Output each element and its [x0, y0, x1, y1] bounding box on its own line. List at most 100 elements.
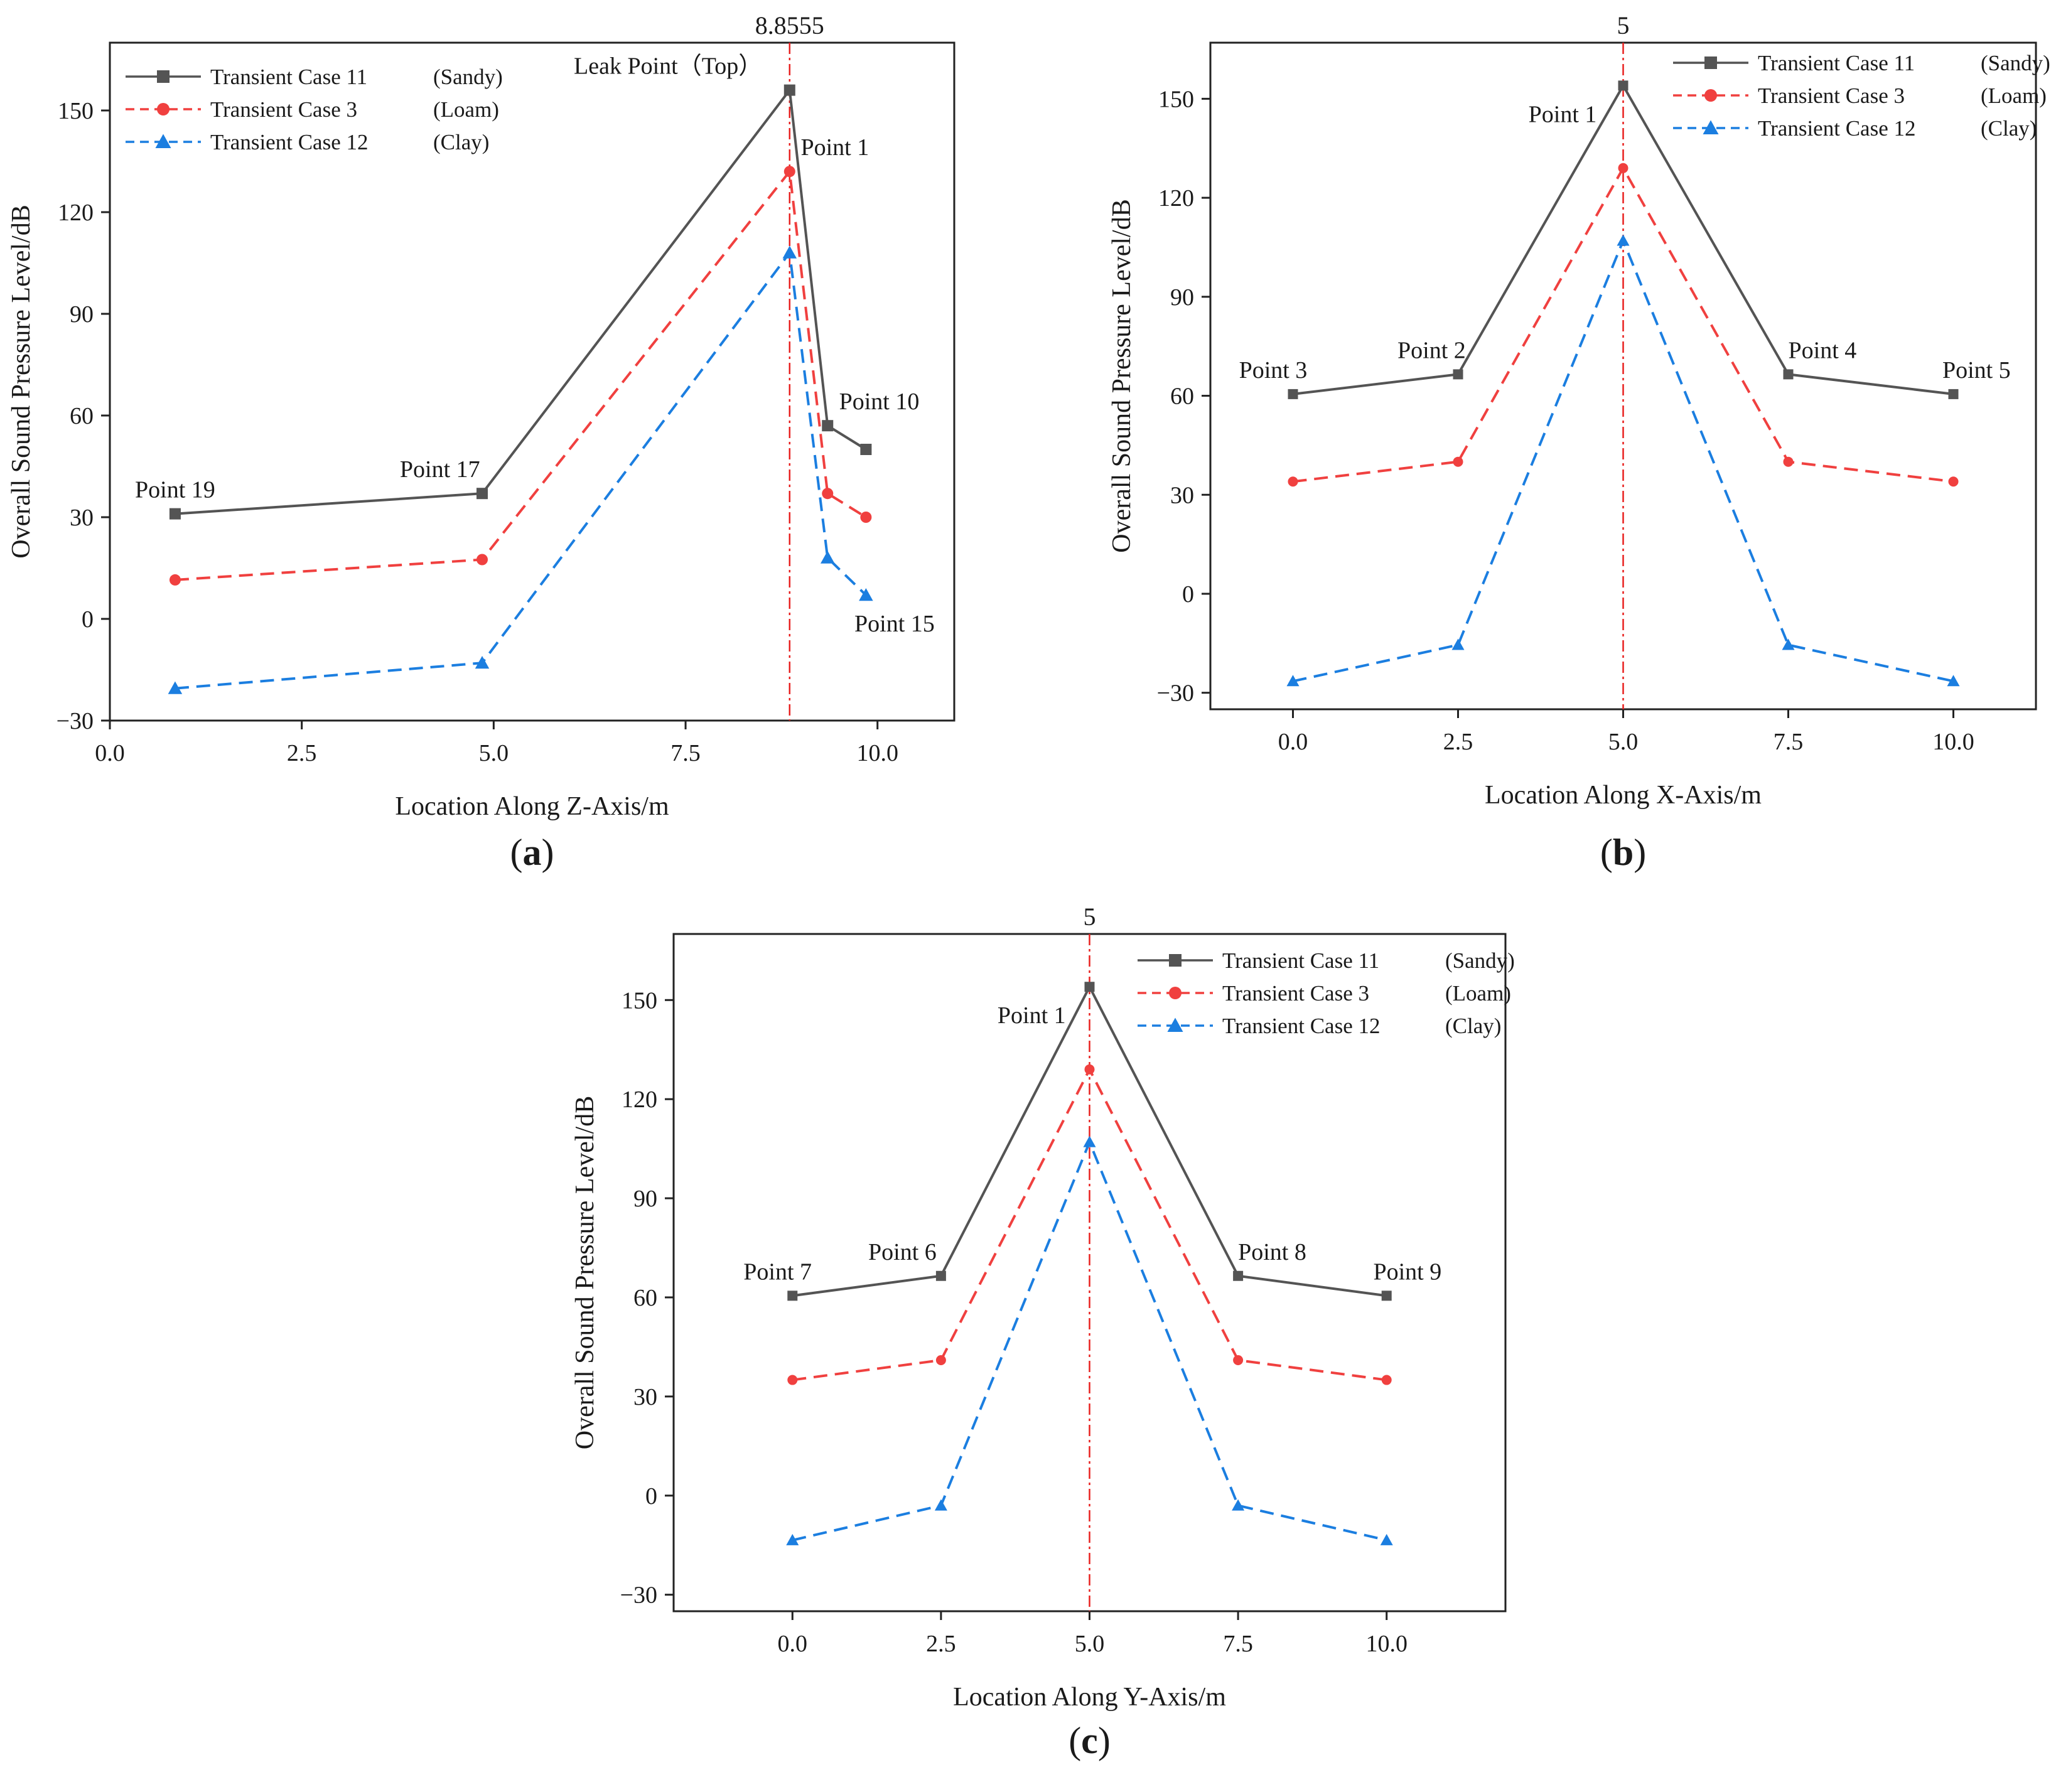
x-tick-label: 2.5 — [287, 740, 317, 766]
panel-label-close: ) — [1098, 1720, 1111, 1761]
series-line — [175, 170, 867, 581]
legend-marker — [155, 134, 171, 148]
data-point — [1232, 1499, 1245, 1511]
data-point — [1783, 369, 1794, 380]
point-annotation: Point 1 — [800, 134, 869, 161]
point-annotation: Point 17 — [400, 456, 480, 483]
y-tick-label: 0 — [1182, 581, 1194, 608]
y-tick-label: 30 — [1170, 482, 1194, 508]
legend-marker — [1169, 987, 1182, 999]
y-tick-label: 150 — [1158, 86, 1194, 112]
point-annotation: Point 2 — [1397, 337, 1466, 363]
y-tick-label: 150 — [58, 98, 94, 124]
reference-line-label: 5 — [1617, 11, 1630, 40]
legend-soil: (Clay) — [433, 130, 489, 154]
legend-label: Transient Case 12 — [210, 130, 368, 154]
y-tick-label: 30 — [633, 1384, 657, 1410]
data-point — [1233, 1270, 1244, 1281]
x-tick-label: 5.0 — [1075, 1631, 1105, 1657]
legend-marker — [1169, 954, 1182, 967]
y-tick-label: 150 — [622, 987, 657, 1014]
x-tick-label: 10.0 — [856, 740, 898, 766]
data-point — [860, 444, 872, 455]
legend-label: Transient Case 3 — [1758, 83, 1905, 108]
panel-label: (c) — [1069, 1720, 1111, 1761]
panel-label-letter: a — [523, 832, 542, 873]
chart-panel-c: 0.0 2.5 5.0 7.5 10.0 −30 0 30 60 90 120 150 Location… — [571, 903, 1515, 1761]
legend-marker — [1703, 120, 1719, 134]
point-annotation: Point 7 — [743, 1258, 812, 1285]
legend-soil: (Clay) — [1445, 1014, 1501, 1038]
data-point — [1084, 1064, 1095, 1075]
series-circle — [169, 166, 872, 586]
panel-label: (b) — [1600, 832, 1646, 873]
panel-label-letter: b — [1613, 832, 1634, 873]
data-point — [782, 245, 797, 259]
x-axis-title: Location Along Z-Axis/m — [395, 792, 669, 821]
chart-panel-b: 0.0 2.5 5.0 7.5 10.0 −30 0 30 60 90 120 150 Location… — [1107, 11, 2050, 873]
x-axis-title: Location Along X-Axis/m — [1485, 781, 1762, 810]
y-axis-title: Overall Sound Pressure Level/dB — [571, 1096, 600, 1449]
data-point — [787, 1290, 798, 1301]
data-point — [1618, 163, 1628, 173]
legend-marker — [1704, 56, 1717, 69]
data-point — [1288, 476, 1298, 487]
legend-soil: (Clay) — [1981, 116, 2037, 141]
data-point — [1783, 456, 1794, 467]
y-tick-label: 90 — [70, 301, 94, 328]
x-axis-title: Location Along Y-Axis/m — [953, 1683, 1226, 1712]
point-annotation: Point 9 — [1373, 1258, 1441, 1285]
point-annotation: Point 5 — [1942, 357, 2011, 384]
point-annotation: Point 8 — [1238, 1239, 1306, 1265]
legend-label: Transient Case 11 — [210, 65, 367, 89]
data-point — [1782, 638, 1795, 650]
data-point — [1453, 456, 1463, 467]
chart-panel-a: 0.0 2.5 5.0 7.5 10.0 −30 0 30 60 90 120 150 Location… — [7, 11, 956, 873]
plot-frame — [1209, 41, 2037, 711]
reference-line-label: 5 — [1084, 903, 1096, 931]
panel-label-close: ) — [542, 832, 554, 873]
y-tick-label: 120 — [1158, 185, 1194, 212]
y-tick-label: 90 — [1170, 284, 1194, 311]
x-tick-label: 0.0 — [95, 740, 125, 766]
series-circle — [787, 1064, 1392, 1385]
y-tick-label: 30 — [70, 505, 94, 531]
point-annotation: Point 6 — [868, 1239, 937, 1265]
panel-label-open: ( — [1069, 1720, 1081, 1761]
y-tick-label: 60 — [70, 403, 94, 429]
data-point — [168, 681, 183, 694]
data-point — [859, 587, 873, 601]
x-tick-label: 2.5 — [1443, 729, 1473, 755]
data-point — [822, 488, 834, 500]
legend: Transient Case 11 (Sandy) Transient Case 3… — [126, 65, 503, 154]
x-tick-label: 10.0 — [1365, 1631, 1408, 1657]
data-point — [475, 655, 490, 669]
x-tick-label: 7.5 — [670, 740, 701, 766]
legend-label: Transient Case 11 — [1758, 51, 1915, 75]
legend-label: Transient Case 3 — [210, 97, 357, 122]
y-tick-label: 60 — [1170, 384, 1194, 410]
reference-line-label: 8.8555 — [755, 11, 824, 40]
legend-soil: (Sandy) — [1445, 948, 1515, 973]
panel-label-close: ) — [1634, 832, 1646, 873]
point-annotation: Point 4 — [1789, 337, 1857, 363]
data-point — [822, 420, 834, 432]
point-annotation: Leak Point（Top） — [574, 53, 762, 80]
legend-label: Transient Case 11 — [1222, 948, 1379, 973]
panel-label-open: ( — [1600, 832, 1613, 873]
point-annotation: Point 19 — [135, 477, 215, 503]
x-tick-label: 2.5 — [926, 1631, 956, 1657]
legend-marker — [1167, 1017, 1183, 1032]
y-tick-label: 90 — [633, 1186, 657, 1212]
x-tick-label: 10.0 — [1932, 729, 1974, 755]
data-point — [935, 1270, 946, 1281]
y-tick-label: 60 — [633, 1285, 657, 1311]
data-point — [1380, 1533, 1393, 1545]
data-point — [1451, 638, 1465, 650]
data-point — [1948, 476, 1959, 487]
data-point — [1453, 369, 1463, 380]
data-point — [786, 1533, 799, 1545]
data-point — [1947, 675, 1960, 687]
series-square — [1288, 80, 1959, 399]
